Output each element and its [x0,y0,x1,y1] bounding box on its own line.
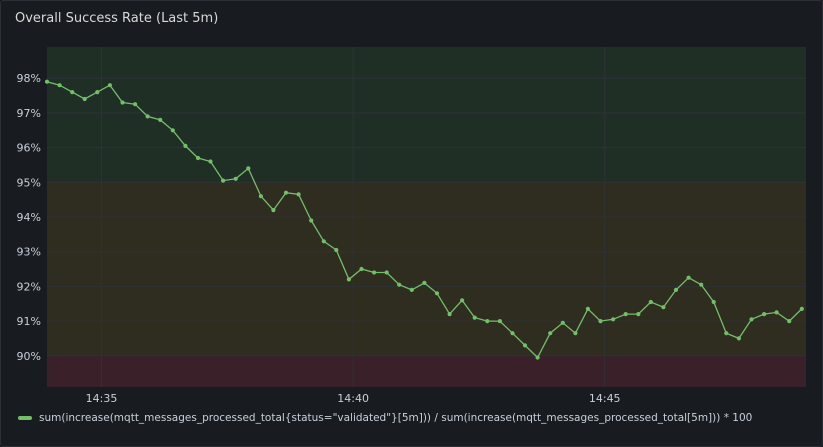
x-tick-label: 14:45 [589,392,621,405]
data-point [409,287,414,292]
y-axis: 90% 91% 92% 93% 94% 95% 96% 97% 98% [17,72,41,363]
series-line-group [44,79,804,360]
data-point [95,90,100,95]
data-point [397,282,402,287]
y-tick-label: 91% [17,315,41,328]
data-point [699,282,704,287]
data-point [573,331,578,336]
y-tick-label: 93% [17,246,41,259]
y-tick-label: 98% [17,72,41,85]
x-tick-label: 14:35 [86,392,118,405]
data-point [522,343,528,348]
data-point [70,90,75,95]
data-point [359,266,364,272]
data-point [422,280,427,285]
data-point [749,317,754,322]
data-point [434,291,440,296]
data-point [736,336,742,341]
y-tick-label: 96% [17,142,41,155]
data-point [258,194,263,199]
data-point [44,79,50,84]
data-point [107,83,112,88]
y-tick-label: 90% [17,350,41,363]
data-point [145,114,150,119]
data-point [787,319,792,324]
x-axis: 14:35 14:40 14:45 [86,392,621,405]
data-point [334,247,339,253]
data-point [560,320,565,325]
data-point [585,306,591,311]
data-point [686,275,691,280]
legend[interactable]: sum(increase(mqtt_messages_processed_tot… [18,412,752,424]
data-point [372,270,377,275]
data-point [799,306,804,311]
data-point [82,96,87,102]
threshold-band-yellow [47,182,806,356]
data-point [296,192,301,197]
data-point [120,100,125,105]
data-point [762,312,767,317]
data-point [57,83,62,88]
data-point [611,317,616,322]
data-point [447,312,452,317]
data-point [774,310,779,315]
threshold-bands [47,47,806,387]
data-point [460,298,465,303]
data-point [623,312,628,317]
data-point [598,319,603,324]
data-point [133,102,138,107]
data-point [309,218,314,223]
y-tick-label: 97% [17,107,41,120]
y-tick-label: 94% [17,211,41,224]
data-point [158,117,163,122]
data-point [221,178,226,183]
x-tick-label: 14:40 [337,392,369,405]
threshold-band-red [47,355,806,387]
y-tick-label: 95% [17,176,41,189]
data-point [246,166,251,171]
panel-title: Overall Success Rate (Last 5m) [15,11,219,26]
data-point [271,208,276,213]
data-point [346,277,351,282]
data-point [183,143,188,148]
data-point [170,128,175,133]
data-point [208,159,213,164]
data-point [497,319,502,324]
legend-label: sum(increase(mqtt_messages_processed_tot… [39,412,753,424]
y-tick-label: 92% [17,280,41,293]
legend-swatch-icon [18,416,32,420]
data-point [548,331,553,336]
data-point [321,239,326,244]
data-point [472,315,477,320]
data-point [283,190,289,195]
data-point [233,176,238,181]
data-point [661,305,666,310]
data-point [673,287,679,292]
data-point [535,355,540,360]
data-point [195,155,201,161]
data-point [384,270,389,275]
data-point [485,319,490,324]
threshold-band-green [47,47,806,183]
data-point [711,299,716,305]
data-point [648,299,653,305]
data-point [510,331,515,336]
data-point [636,312,641,317]
data-point [724,331,729,336]
grid-lines [47,47,806,387]
